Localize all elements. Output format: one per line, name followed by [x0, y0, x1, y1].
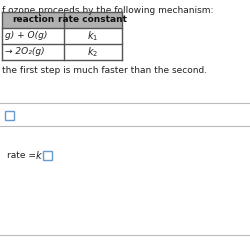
Bar: [2, 12, 122, 28]
Text: $k_1$: $k_1$: [87, 29, 99, 43]
Text: g) + O(g): g) + O(g): [5, 32, 48, 40]
Bar: [43, 150, 52, 160]
Text: rate =: rate =: [7, 150, 39, 160]
Text: $k$: $k$: [35, 149, 43, 161]
Text: the first step is much faster than the second.: the first step is much faster than the s…: [2, 66, 207, 75]
Text: → 2O₂(g): → 2O₂(g): [5, 48, 44, 56]
Bar: [5, 111, 14, 120]
Text: $k_2$: $k_2$: [88, 45, 99, 59]
Text: f ozone proceeds by the following mechanism:: f ozone proceeds by the following mechan…: [2, 6, 214, 15]
Text: reaction: reaction: [12, 16, 54, 24]
Text: rate constant: rate constant: [58, 16, 128, 24]
